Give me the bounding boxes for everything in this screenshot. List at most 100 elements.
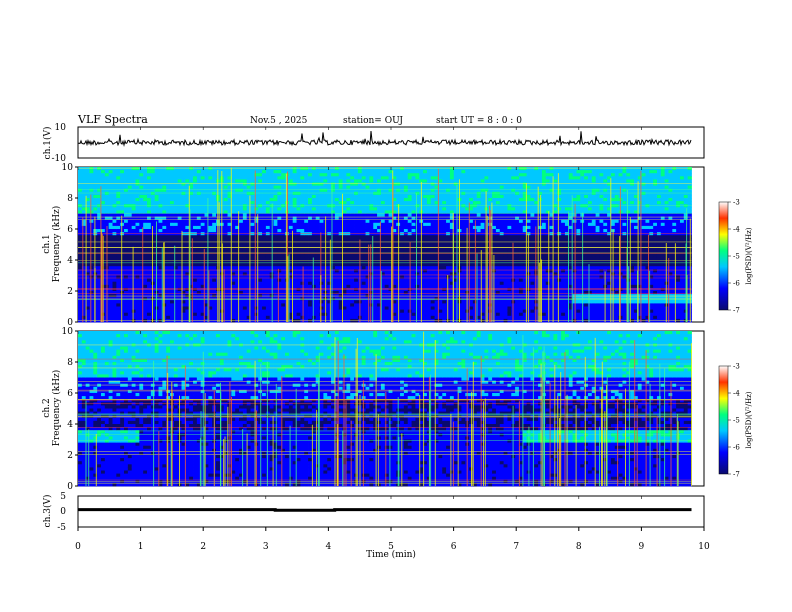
spec-cell xyxy=(293,201,297,205)
spec-cell xyxy=(346,316,350,320)
spec-cell xyxy=(224,223,228,227)
spec-cell xyxy=(132,282,136,286)
spec-cell xyxy=(300,220,304,224)
spec-cell xyxy=(113,307,117,311)
spec-cell xyxy=(308,192,312,196)
spec-cell xyxy=(438,291,442,295)
spec-cell xyxy=(312,232,316,236)
spec-cell xyxy=(346,313,350,317)
spec-cell xyxy=(159,195,163,199)
spec-cell xyxy=(162,186,166,190)
spec-cell xyxy=(116,189,120,193)
spec-cell xyxy=(224,173,228,177)
spec-cell xyxy=(281,291,285,295)
spec-cell xyxy=(166,229,170,233)
spec-cell xyxy=(239,316,243,320)
spec-cell xyxy=(155,186,159,190)
spec-cell xyxy=(231,207,235,211)
spec-cell xyxy=(120,313,124,317)
spec-cell xyxy=(139,198,143,202)
spec-cell xyxy=(408,198,412,202)
spec-cell xyxy=(128,313,132,317)
spec-cell xyxy=(170,291,174,295)
spec-cell xyxy=(343,220,347,224)
spec-cell xyxy=(381,176,385,180)
spec-cell xyxy=(354,303,358,307)
spec-cell xyxy=(93,189,97,193)
spec-cell xyxy=(136,192,140,196)
spec-cell xyxy=(323,186,327,190)
spec-cell xyxy=(166,303,170,307)
spec-cell xyxy=(320,235,324,239)
spec-cell xyxy=(404,238,408,242)
spec-cell xyxy=(274,266,278,270)
spec-cell xyxy=(128,257,132,261)
spec-cell xyxy=(262,214,266,218)
spec-cell xyxy=(185,167,189,171)
spec-cell xyxy=(346,300,350,304)
spec-cell xyxy=(109,263,113,267)
spec-cell xyxy=(369,192,373,196)
spec-cell xyxy=(151,179,155,183)
spec-cell xyxy=(212,201,216,205)
spec-cell xyxy=(143,176,147,180)
spec-cell xyxy=(97,167,101,171)
spec-cell xyxy=(208,232,212,236)
spec-cell xyxy=(316,229,320,233)
spec-cell xyxy=(346,201,350,205)
spec-cell xyxy=(427,282,431,286)
spec-cell xyxy=(281,282,285,286)
spec-cell xyxy=(404,285,408,289)
spec-cell xyxy=(354,179,358,183)
spec-cell xyxy=(438,282,442,286)
spec-cell xyxy=(346,238,350,242)
spec-cell xyxy=(427,189,431,193)
spec-cell xyxy=(208,266,212,270)
spec-cell xyxy=(159,214,163,218)
spec-cell xyxy=(323,192,327,196)
spec-cell xyxy=(258,291,262,295)
spec-cell xyxy=(274,310,278,314)
spec-cell xyxy=(423,176,427,180)
spec-cell xyxy=(412,186,416,190)
spec-cell xyxy=(170,300,174,304)
spec-cell xyxy=(82,176,86,180)
spec-cell xyxy=(208,201,212,205)
spec1-heatmap xyxy=(78,167,692,322)
spec-cell xyxy=(297,303,301,307)
spec-cell xyxy=(431,285,435,289)
spec-cell xyxy=(239,201,243,205)
spec-cell xyxy=(297,195,301,199)
spec-cell xyxy=(404,195,408,199)
spec-cell xyxy=(300,223,304,227)
spec-cell xyxy=(281,179,285,183)
spec-cell xyxy=(369,170,373,174)
spec-cell xyxy=(389,195,393,199)
spec-cell xyxy=(362,167,366,171)
spec-cell xyxy=(389,207,393,211)
spec-cell xyxy=(308,235,312,239)
spec-cell xyxy=(316,170,320,174)
spec-cell xyxy=(193,223,197,227)
spec-cell xyxy=(143,170,147,174)
spec-cell xyxy=(442,192,446,196)
spec-cell xyxy=(178,189,182,193)
spec-cell xyxy=(400,263,404,267)
spec-cell xyxy=(281,285,285,289)
spec-cell xyxy=(316,186,320,190)
spec-cell xyxy=(128,189,132,193)
spec-cell xyxy=(366,238,370,242)
spec-cell xyxy=(262,276,266,280)
spec-cell xyxy=(178,276,182,280)
spec-cell xyxy=(293,310,297,314)
spec-cell xyxy=(293,214,297,218)
spec-cell xyxy=(389,186,393,190)
spec-cell xyxy=(458,176,462,180)
spec-cell xyxy=(159,220,163,224)
spec-cell xyxy=(281,173,285,177)
spec-cell xyxy=(366,226,370,230)
spec-cell xyxy=(358,226,362,230)
spec-cell xyxy=(101,170,105,174)
spec-cell xyxy=(312,226,316,230)
spec-cell xyxy=(124,207,128,211)
